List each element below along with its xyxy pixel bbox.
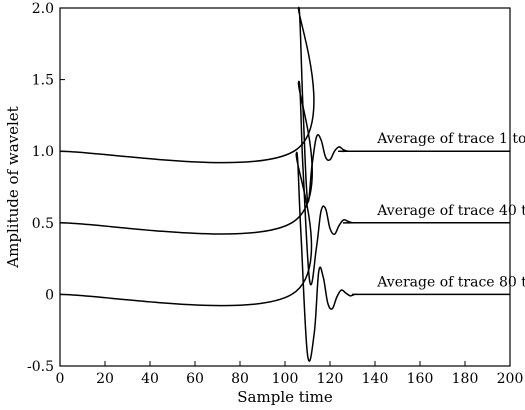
y-tick-label: 0: [45, 287, 54, 303]
series-annotation: Average of trace 80 to 90: [376, 274, 525, 290]
x-tick-label: 180: [452, 371, 479, 387]
x-tick-label: 160: [407, 371, 434, 387]
x-tick-label: 200: [497, 371, 524, 387]
y-tick-label: 2.0: [32, 1, 54, 17]
x-tick-label: 40: [141, 371, 159, 387]
x-tick-label: 120: [317, 371, 344, 387]
y-tick-label: -0.5: [27, 359, 54, 375]
x-axis-ticks: 0 20 40 60 80 100 120 140 160 180 200: [56, 361, 524, 387]
series-line-1: [59, 7, 510, 203]
series-line-3: [59, 151, 510, 362]
series-line-2: [59, 80, 510, 286]
plot-frame: [59, 7, 511, 367]
x-tick-label: 80: [231, 371, 249, 387]
y-axis-label: Amplitude of wavelet: [4, 106, 22, 268]
y-tick-label: 0.5: [32, 216, 54, 232]
x-tick-label: 140: [362, 371, 389, 387]
x-tick-label: 100: [272, 371, 299, 387]
annotations: Average of trace 1 to 10 Average of trace…: [376, 131, 525, 290]
series-annotation: Average of trace 40 to 50: [376, 203, 525, 219]
x-tick-label: 0: [56, 371, 65, 387]
x-tick-label: 60: [186, 371, 204, 387]
y-tick-label: 1.5: [32, 73, 54, 89]
y-axis-ticks: -0.5 0 0.5 1.0 1.5 2.0: [27, 1, 65, 375]
x-tick-label: 20: [96, 371, 114, 387]
series-annotation: Average of trace 1 to 10: [376, 131, 525, 147]
y-tick-label: 1.0: [32, 144, 54, 160]
x-axis-label: Sample time: [237, 388, 333, 406]
series-group: [59, 7, 510, 362]
